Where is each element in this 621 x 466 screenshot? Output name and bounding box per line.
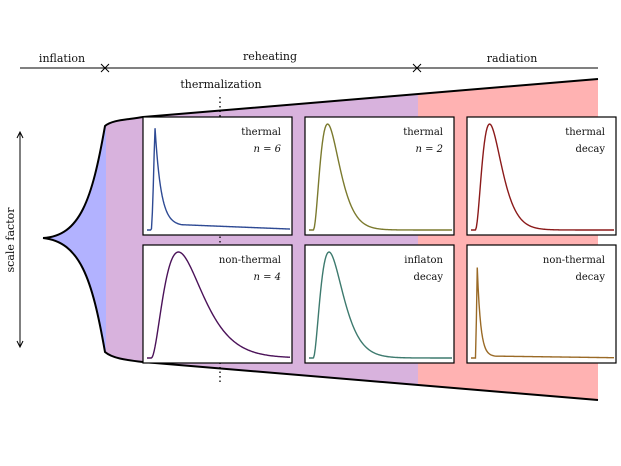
region-reheating bbox=[106, 79, 418, 400]
panel-frame bbox=[304, 116, 455, 236]
panel-thermal-decay: thermal decay bbox=[466, 116, 617, 236]
separator-inflation-reheating bbox=[100, 63, 110, 73]
panel-label-line2: n = 2 bbox=[415, 144, 443, 155]
panel-label-line1: thermal bbox=[403, 127, 443, 138]
panel-thermal-n6: thermal n = 6 bbox=[142, 116, 293, 236]
distribution-curve bbox=[147, 128, 291, 231]
panel-frame bbox=[466, 244, 617, 364]
distribution-curve bbox=[147, 251, 291, 359]
distribution-curve bbox=[471, 123, 614, 231]
panel-label-line1: thermal bbox=[565, 127, 605, 138]
panel-label-line2: n = 6 bbox=[253, 144, 281, 155]
panel-label-line2: decay bbox=[413, 272, 443, 283]
panel-label-line2: decay bbox=[575, 272, 605, 283]
universe-shape bbox=[43, 79, 598, 400]
panel-label-line2: decay bbox=[575, 144, 605, 155]
panel-label-line1: inflaton bbox=[404, 255, 443, 266]
panel-thermal-n2: thermal n = 2 bbox=[304, 116, 455, 236]
panel-nonthermal-n4: non-thermal n = 4 bbox=[142, 244, 293, 364]
scale-factor-axis: scale factor bbox=[4, 130, 24, 349]
panel-label-line1: non-thermal bbox=[543, 255, 605, 266]
axis-label-scale-factor: scale factor bbox=[4, 207, 17, 273]
universe-upper-boundary bbox=[42, 78, 599, 239]
panel-frame bbox=[142, 244, 293, 364]
panel-label-line1: non-thermal bbox=[219, 255, 281, 266]
phase-timeline: inflation reheating radiation bbox=[20, 50, 598, 73]
distribution-curve bbox=[309, 251, 452, 359]
phase-label-inflation: inflation bbox=[39, 52, 85, 65]
phase-label-reheating: reheating bbox=[243, 50, 297, 63]
panel-label-line1: thermal bbox=[241, 127, 281, 138]
panel-frame bbox=[304, 244, 455, 364]
separator-reheating-radiation bbox=[412, 63, 422, 73]
panel-frame bbox=[466, 116, 617, 236]
distribution-panels: thermal n = 6 thermal n = 2 thermal deca… bbox=[142, 116, 617, 364]
phase-label-radiation: radiation bbox=[487, 52, 538, 65]
distribution-curve bbox=[309, 123, 452, 231]
universe-lower-boundary bbox=[42, 237, 599, 401]
panel-label-line2: n = 4 bbox=[253, 272, 281, 283]
region-radiation bbox=[418, 79, 598, 400]
panel-nonthermal-decay: non-thermal decay bbox=[466, 244, 617, 364]
panel-inflaton-decay: inflaton decay bbox=[304, 244, 455, 364]
distribution-curve bbox=[471, 267, 615, 359]
thermalization-label: thermalization bbox=[180, 78, 261, 91]
